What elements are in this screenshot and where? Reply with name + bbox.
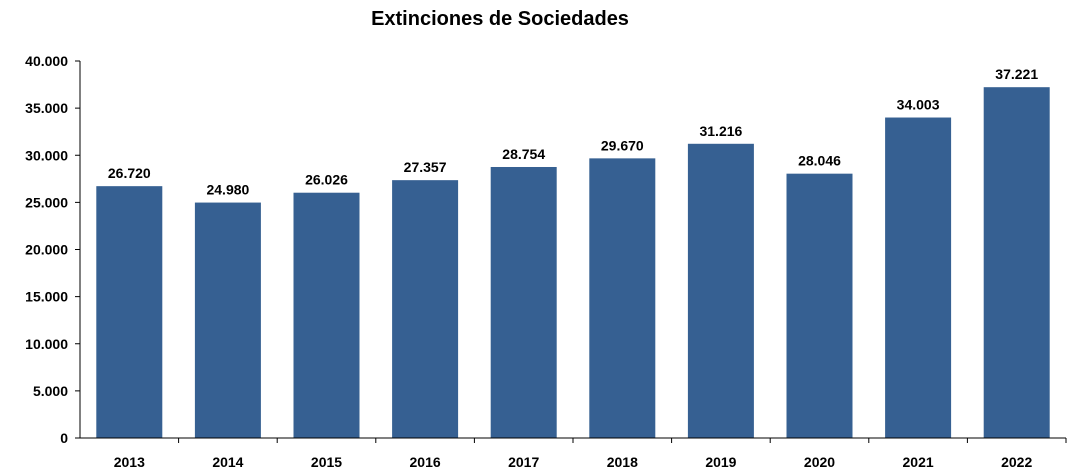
bar-value-label: 31.216 xyxy=(699,123,742,139)
bar xyxy=(293,192,360,438)
bar xyxy=(589,158,656,439)
y-tick-label: 30.000 xyxy=(25,147,68,163)
bar-value-label: 24.980 xyxy=(206,182,249,198)
bar xyxy=(194,202,261,438)
chart-title: Extinciones de Sociedades xyxy=(371,8,629,30)
y-tick-label: 35.000 xyxy=(25,100,68,116)
y-tick-label: 10.000 xyxy=(25,336,68,352)
data-labels: 26.720 24.980 26.026 27.357 28.754 29.670 31.2… xyxy=(108,66,1038,197)
x-tick-label: 2018 xyxy=(607,454,638,470)
x-tick-label: 2015 xyxy=(311,454,342,470)
y-tick-label: 15.000 xyxy=(25,289,68,305)
bar-value-label: 28.046 xyxy=(798,153,841,169)
y-tick-label: 20.000 xyxy=(25,242,68,258)
bars xyxy=(96,87,1050,439)
bar xyxy=(687,143,754,439)
bar-value-label: 28.754 xyxy=(502,146,545,162)
y-axis-ticks: 0 5.000 10.000 15.000 20.000 25.000 30.000 35.0… xyxy=(25,53,80,446)
bar xyxy=(885,117,952,438)
x-tick-label: 2019 xyxy=(705,454,736,470)
x-tick-label: 2014 xyxy=(212,454,243,470)
x-tick-label: 2020 xyxy=(804,454,835,470)
bar xyxy=(983,87,1050,438)
x-tick-label: 2016 xyxy=(410,454,441,470)
bar xyxy=(490,166,557,439)
bar xyxy=(786,173,853,438)
y-tick-label: 25.000 xyxy=(25,194,68,210)
y-tick-label: 5.000 xyxy=(33,383,68,399)
x-axis-labels: 2013 2014 2015 2016 2017 2018 2019 2020 2021 2022 xyxy=(114,438,1067,470)
x-tick-label: 2022 xyxy=(1001,454,1032,470)
bar-value-label: 37.221 xyxy=(995,66,1038,82)
bar-value-label: 26.026 xyxy=(305,172,348,188)
bar xyxy=(392,180,459,438)
bar-value-label: 27.357 xyxy=(404,159,447,175)
bar-value-label: 26.720 xyxy=(108,165,151,181)
bar xyxy=(96,186,163,438)
x-tick-label: 2013 xyxy=(114,454,145,470)
bar-value-label: 29.670 xyxy=(601,137,644,153)
x-tick-label: 2021 xyxy=(903,454,934,470)
bar-value-label: 34.003 xyxy=(897,97,940,113)
y-tick-label: 0 xyxy=(60,430,68,446)
y-tick-label: 40.000 xyxy=(25,53,68,69)
x-tick-label: 2017 xyxy=(508,454,539,470)
